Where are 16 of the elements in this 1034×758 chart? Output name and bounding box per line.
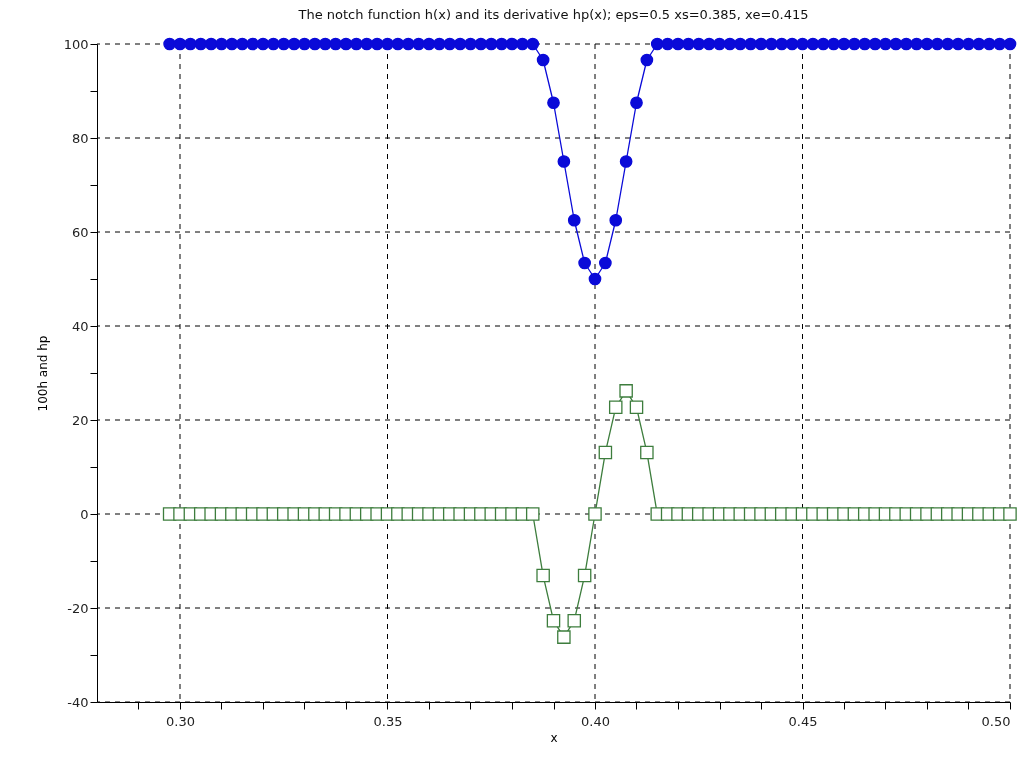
- x-tick-label: 0.35: [373, 713, 403, 729]
- y-tick-label: 40: [71, 318, 89, 334]
- y-tick-label: 100: [63, 36, 89, 52]
- x-tick-label: 0.50: [981, 713, 1011, 729]
- x-tick-label: 0.40: [581, 713, 610, 729]
- x-tick-label: 0.45: [788, 713, 818, 729]
- y-axis-title: 100h and hp: [35, 335, 50, 412]
- y-tick-label: 80: [71, 130, 89, 146]
- y-tick-label: 0: [80, 506, 89, 522]
- y-tick-label: -40: [67, 694, 89, 710]
- y-tick-label: -20: [67, 600, 89, 616]
- x-tick-label: 0.30: [166, 713, 195, 729]
- x-axis-title: x: [550, 730, 558, 745]
- y-tick-label: 60: [71, 224, 89, 240]
- chart-title: The notch function h(x) and its derivative hp(x); eps=0.5 xs=0.385, xe=0.415: [297, 6, 809, 22]
- y-tick-label: 20: [71, 412, 89, 428]
